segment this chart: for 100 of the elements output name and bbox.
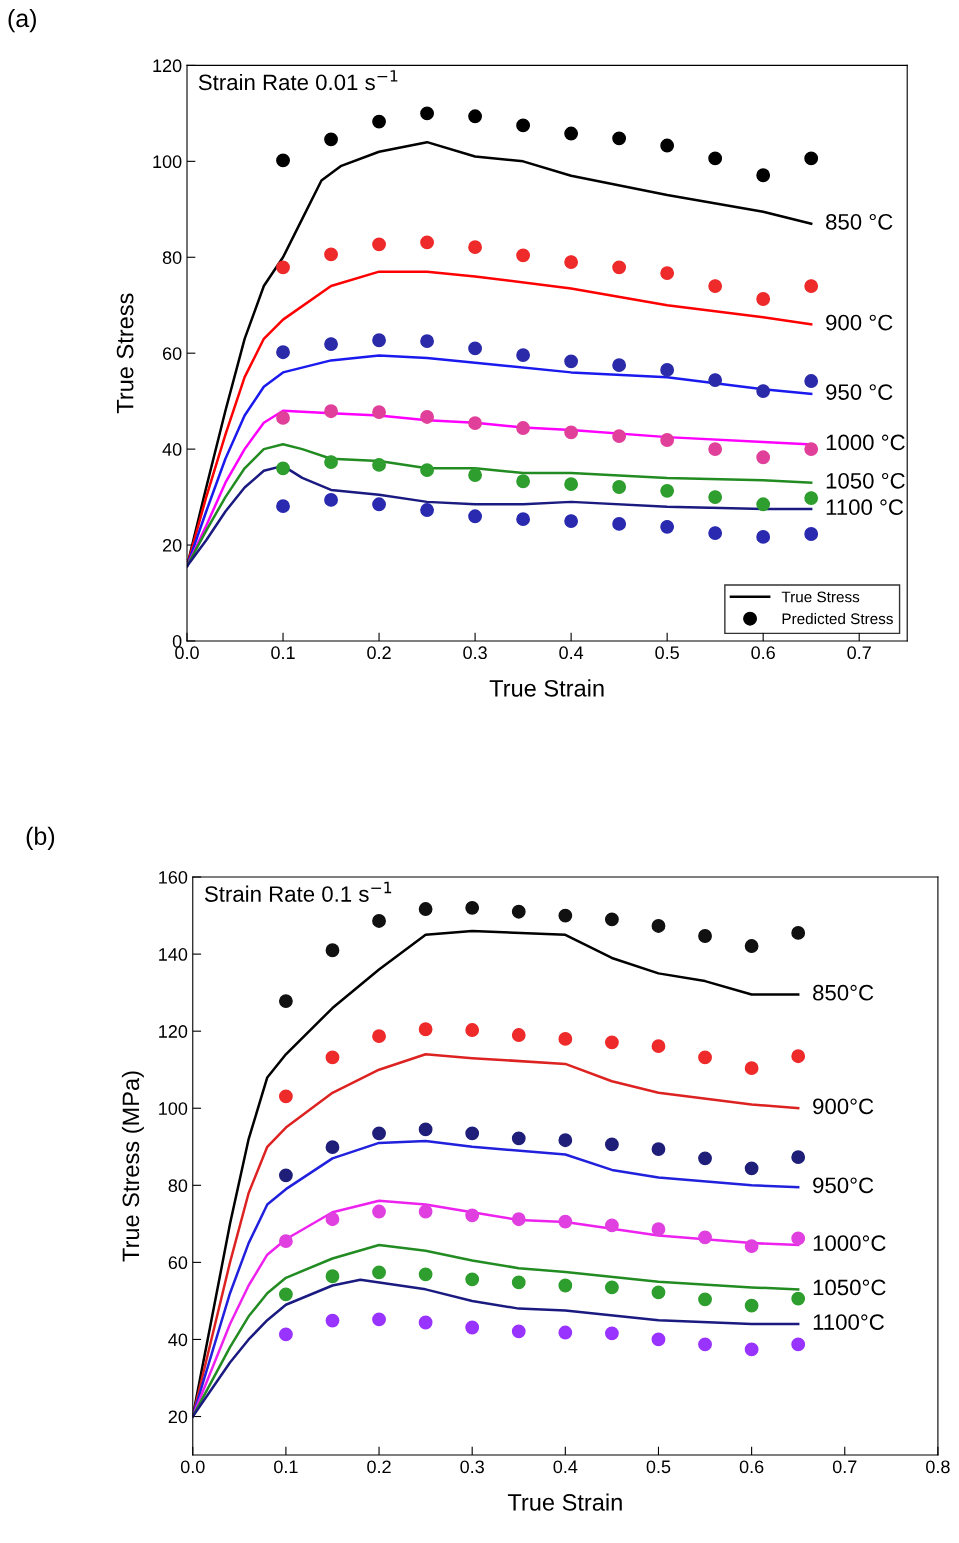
point [698, 1230, 712, 1245]
point [516, 118, 531, 133]
point [511, 1028, 526, 1042]
point [465, 900, 480, 915]
point [804, 374, 819, 388]
point [372, 1265, 386, 1280]
annotation: 1100 °C [826, 499, 904, 516]
point [804, 279, 819, 293]
point [698, 1292, 712, 1307]
point [420, 106, 434, 121]
point [420, 235, 434, 250]
point [465, 1272, 480, 1287]
point [465, 1023, 480, 1037]
point [744, 939, 759, 953]
point [756, 384, 771, 398]
y-tick-label: 120 [159, 1025, 188, 1038]
point [744, 1161, 759, 1176]
chart-title: (a) [8, 8, 36, 33]
point [744, 1061, 759, 1076]
point [468, 416, 482, 431]
point [756, 168, 771, 183]
point [660, 266, 675, 281]
point [325, 1313, 340, 1328]
y-tick-label: 160 [159, 870, 188, 884]
point [325, 1140, 340, 1155]
x-tick-label: 0.1 [271, 646, 295, 660]
y-tick-label: 20 [168, 1410, 188, 1424]
point [278, 1327, 293, 1342]
x-tick-label: 0.7 [847, 646, 871, 660]
point [418, 1315, 433, 1330]
point [324, 337, 338, 351]
point [804, 527, 819, 541]
point [660, 138, 675, 153]
point [278, 1234, 293, 1249]
x-tick-label: 0.8 [926, 1460, 950, 1474]
point [418, 1267, 433, 1282]
point [372, 114, 386, 129]
legend-label: True Stress [781, 591, 860, 603]
point [708, 490, 723, 504]
annotation: 1100°C [813, 1314, 884, 1330]
point [708, 373, 723, 387]
point [791, 1150, 806, 1165]
point [651, 1039, 666, 1054]
point [511, 1324, 526, 1339]
point [324, 404, 338, 419]
point [420, 503, 434, 517]
point [511, 904, 526, 919]
x-tick-label: 0.0 [180, 1460, 205, 1474]
y-tick-label: 60 [162, 347, 182, 360]
x-tick-label: 0.3 [463, 646, 487, 660]
point [564, 255, 579, 269]
point [791, 1231, 806, 1246]
point [324, 132, 338, 147]
y-tick-label: 140 [159, 948, 188, 961]
y-tick-label: 100 [159, 1102, 188, 1115]
point [604, 1326, 619, 1341]
point [791, 926, 806, 940]
annotation: 900°C [813, 1098, 874, 1115]
point [756, 292, 771, 306]
point [651, 1142, 666, 1156]
x-tick-label: 0.0 [175, 646, 199, 660]
x-tick-label: 0.5 [655, 646, 679, 660]
point [516, 348, 531, 363]
point [325, 1050, 340, 1065]
point [660, 433, 675, 447]
point [465, 1126, 480, 1141]
point [372, 1029, 386, 1044]
point [558, 1133, 573, 1148]
point [708, 279, 723, 293]
point [756, 497, 771, 512]
point [698, 1050, 712, 1065]
annotation: Strain Rate 0.1 s$^{−1}$ [204, 881, 392, 902]
point [708, 526, 723, 540]
point [372, 1126, 386, 1141]
point [558, 1031, 573, 1046]
point [468, 109, 482, 124]
point [651, 1285, 666, 1300]
annotation: 850°C [813, 984, 874, 1001]
point [418, 1122, 433, 1137]
point [372, 497, 386, 512]
point [604, 1280, 619, 1295]
point [744, 1239, 759, 1254]
point [744, 1342, 759, 1357]
point [612, 260, 627, 275]
point [276, 499, 290, 514]
x-tick-label: 0.7 [832, 1460, 857, 1474]
y-tick-label: 40 [162, 443, 182, 456]
y-axis-title: True Stress [116, 293, 134, 414]
point [278, 1287, 293, 1302]
point [698, 1151, 712, 1166]
point [558, 908, 573, 923]
point [324, 455, 338, 469]
point [660, 519, 675, 534]
legend-label: Predicted Stress [782, 612, 893, 625]
point [564, 477, 579, 492]
point [325, 1269, 340, 1284]
point [468, 509, 482, 524]
point [468, 468, 482, 482]
point [278, 1089, 293, 1104]
point [516, 474, 531, 489]
